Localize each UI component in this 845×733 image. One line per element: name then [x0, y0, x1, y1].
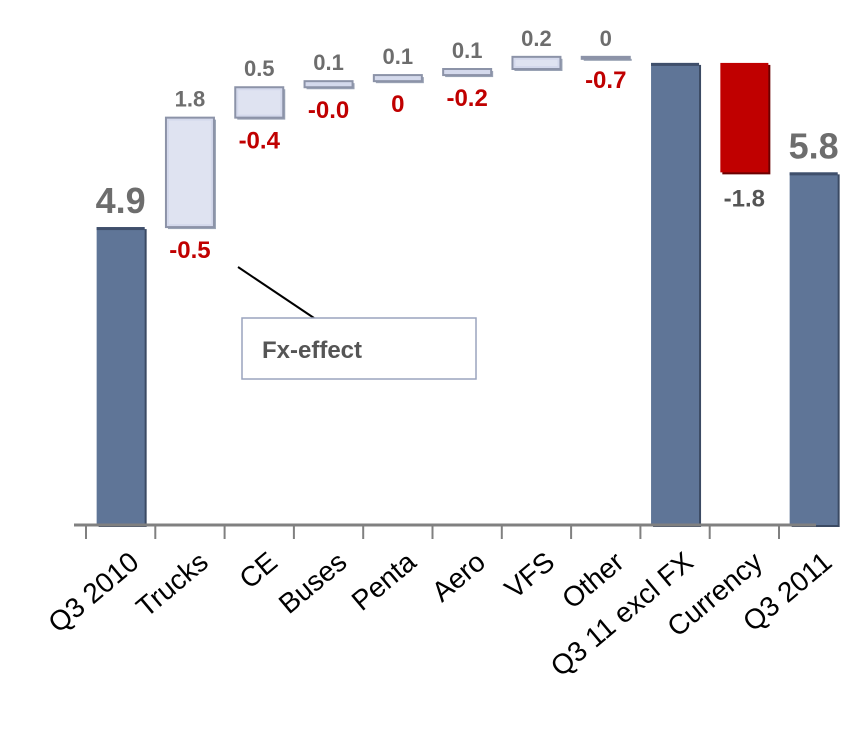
value-label: 0.1: [383, 44, 414, 69]
bar: [651, 62, 700, 526]
bar: [720, 62, 769, 173]
bar-top-edge: [789, 172, 838, 176]
value-label: 5.8: [789, 125, 839, 166]
bar-highlight: [238, 90, 281, 115]
fx-effect-label: -0.4: [239, 128, 281, 155]
fx-effect-label: -0.7: [585, 67, 626, 94]
bars-layer: [96, 55, 840, 528]
fx-effect-label: -0.5: [169, 237, 210, 264]
category-label: Aero: [426, 546, 491, 608]
fx-effect-label: -1.8: [724, 185, 765, 212]
bar: [789, 172, 838, 526]
category-label: Penta: [346, 546, 422, 617]
labels-layer: 4.9 1.8 -0.5 0.5 -0.4 0.1 -0.0 0.1 0 0.1 -0.2 0.2 0 -…: [96, 26, 839, 264]
value-label: 1.8: [175, 87, 206, 112]
category-label: CE: [233, 546, 283, 595]
category-label: VFS: [499, 546, 561, 605]
value-label: 0.5: [244, 56, 275, 81]
value-label: 0.1: [452, 38, 483, 63]
callout-leader: [237, 266, 315, 319]
category-label: Buses: [273, 546, 353, 620]
bar: [96, 227, 145, 525]
annotation-layer: Fx-effect: [237, 266, 477, 380]
value-label: 0.2: [521, 26, 552, 51]
category-label: Q3 2010: [42, 546, 144, 639]
value-label: 0.1: [313, 50, 344, 75]
bar: [580, 55, 631, 60]
bar-highlight: [515, 59, 558, 66]
bar-top-edge: [96, 227, 145, 231]
callout-text: Fx-effect: [262, 337, 362, 364]
bar-top-edge: [651, 62, 700, 66]
value-label: 4.9: [96, 180, 146, 221]
fx-effect-label: -0.0: [308, 97, 349, 124]
category-label: Trucks: [130, 546, 213, 623]
bar-highlight: [168, 120, 211, 225]
callout-box: [241, 317, 477, 380]
value-label: 0: [600, 26, 612, 51]
fx-effect-label: 0: [391, 91, 404, 118]
fx-effect-label: -0.2: [446, 85, 487, 112]
